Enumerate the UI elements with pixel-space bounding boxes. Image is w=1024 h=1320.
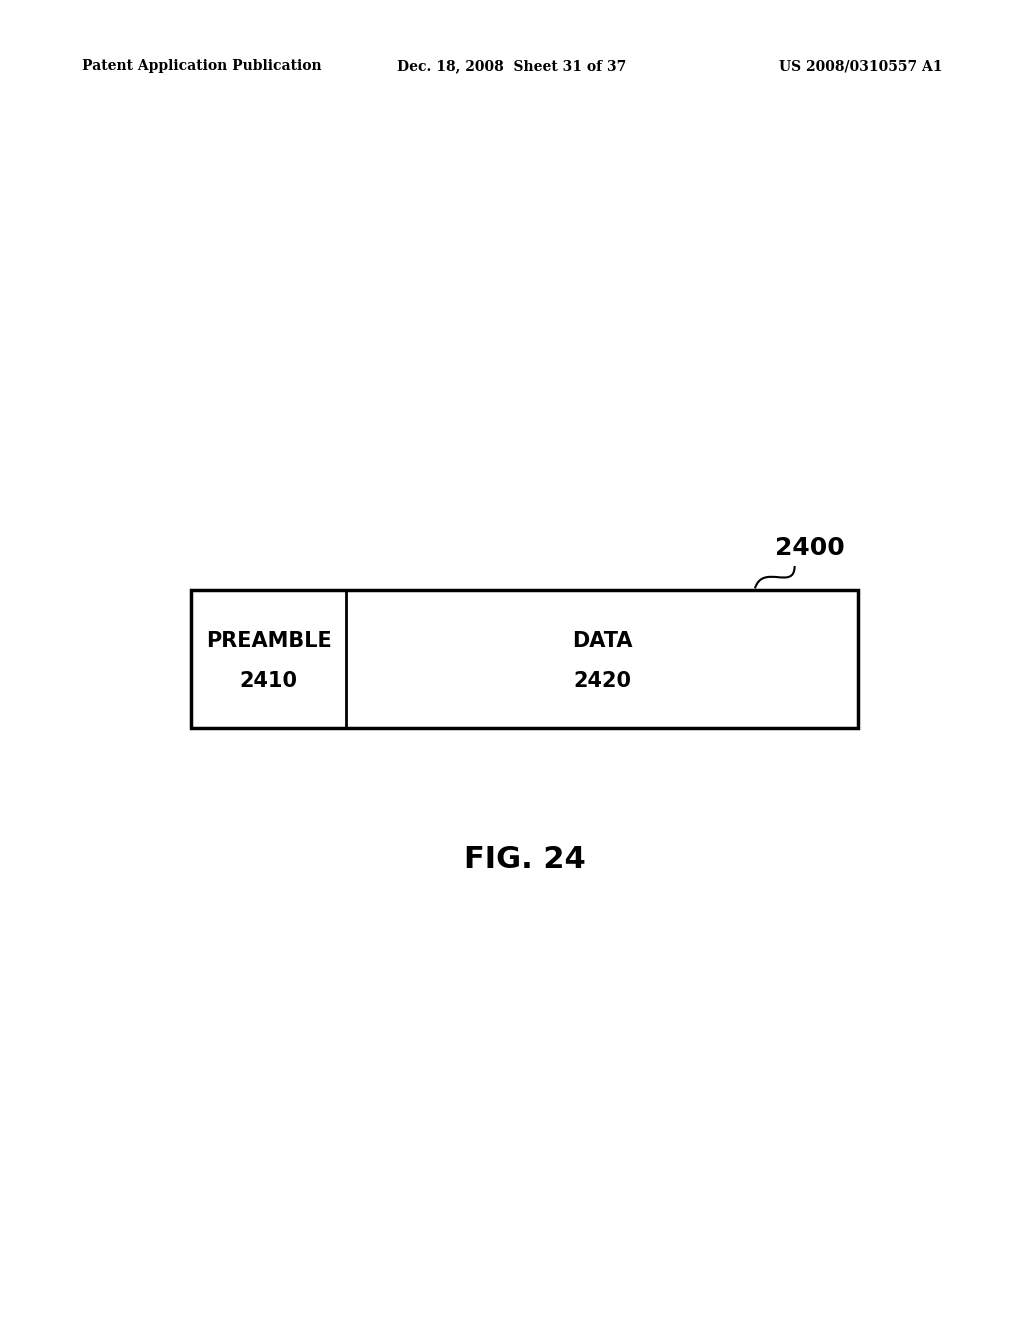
Text: FIG. 24: FIG. 24 <box>464 845 586 874</box>
Text: US 2008/0310557 A1: US 2008/0310557 A1 <box>778 59 942 74</box>
Text: 2410: 2410 <box>240 672 298 692</box>
Text: Patent Application Publication: Patent Application Publication <box>82 59 322 74</box>
Text: DATA: DATA <box>572 631 633 651</box>
Bar <box>191 590 858 727</box>
Text: Dec. 18, 2008  Sheet 31 of 37: Dec. 18, 2008 Sheet 31 of 37 <box>397 59 627 74</box>
Text: 2420: 2420 <box>573 672 631 692</box>
Text: 2400: 2400 <box>775 536 845 560</box>
Text: PREAMBLE: PREAMBLE <box>206 631 332 651</box>
